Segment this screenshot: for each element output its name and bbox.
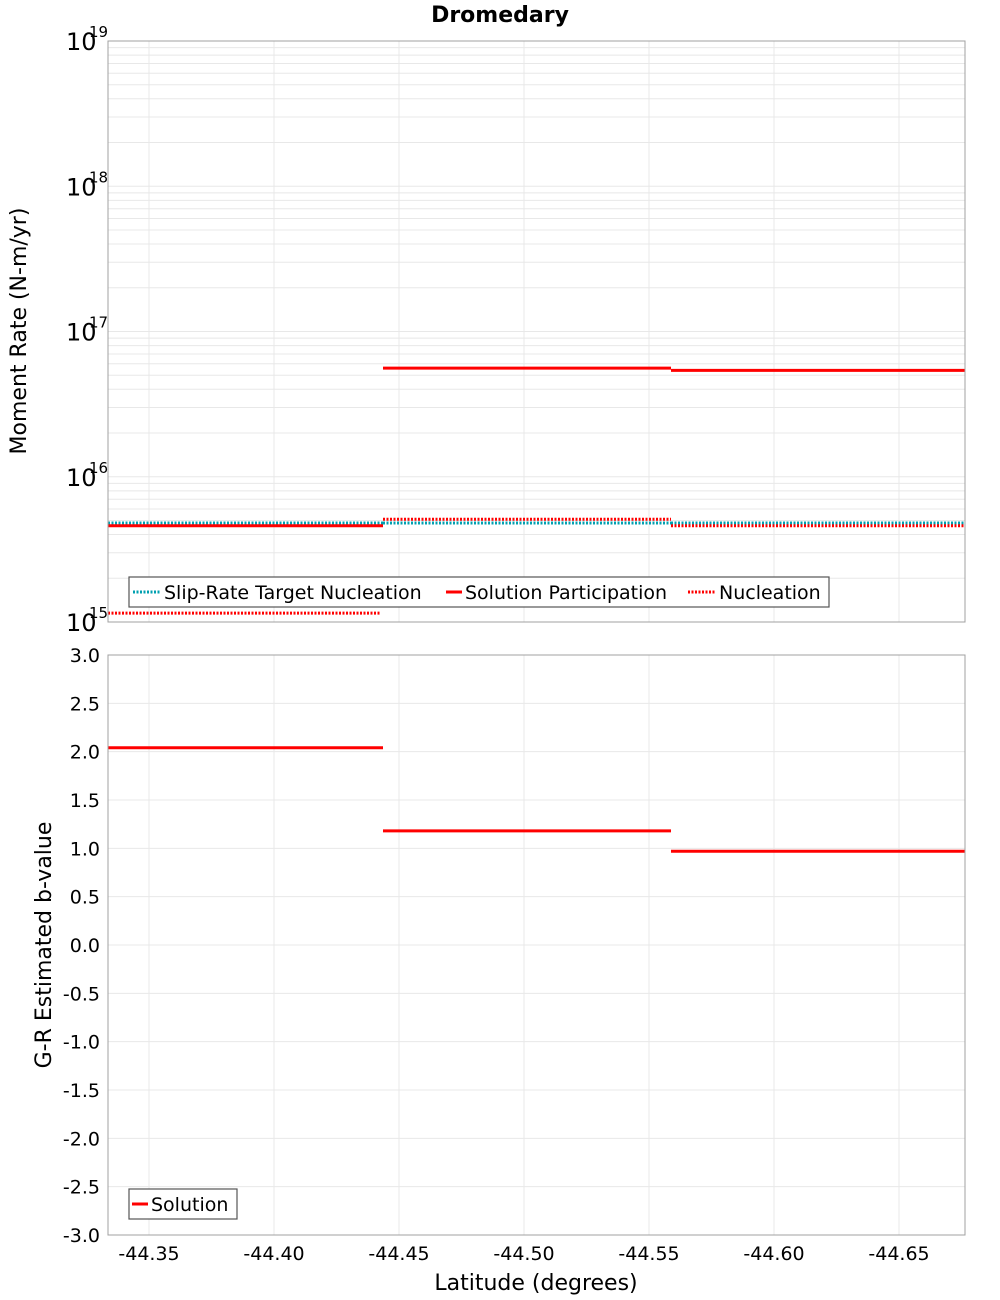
bottom-gridlines bbox=[108, 654, 965, 1236]
y-tick-label: -1.5 bbox=[63, 1080, 100, 1102]
bottom-panel-b-value: 3.0 2.5 2.0 1.5 1.0 0.5 0.0 -0.5 -1.0 -1.5 -2.0 -2.… bbox=[32, 645, 966, 1296]
y-tick-exponent: 15 bbox=[89, 604, 108, 622]
y-tick-base: 10 bbox=[66, 173, 97, 201]
bottom-y-tick-labels: 3.0 2.5 2.0 1.5 1.0 0.5 0.0 -0.5 -1.0 -1.5 -2.0 -2.… bbox=[63, 645, 100, 1247]
bottom-legend: Solution bbox=[128, 1188, 238, 1220]
y-tick-label: -3.0 bbox=[63, 1225, 100, 1247]
top-plot-frame bbox=[107, 40, 966, 623]
y-tick-base: 10 bbox=[66, 319, 97, 347]
y-tick-label: 1.5 bbox=[70, 790, 100, 812]
y-tick-exponent: 19 bbox=[89, 23, 108, 41]
x-tick-label: -44.40 bbox=[243, 1243, 304, 1265]
x-tick-labels: -44.35 -44.40 -44.45 -44.50 -44.55 -44.60 -44.… bbox=[118, 1243, 929, 1265]
y-tick-base: 10 bbox=[66, 464, 97, 492]
y-tick-label: 1.0 bbox=[70, 838, 100, 860]
bottom-plot-frame bbox=[107, 654, 966, 1236]
x-tick-label: -44.35 bbox=[118, 1243, 179, 1265]
y-tick-label: 0.0 bbox=[70, 935, 100, 957]
y-tick-exponent: 17 bbox=[89, 314, 108, 332]
bottom-legend-box bbox=[128, 1188, 238, 1220]
legend-solution-label: Solution bbox=[151, 1194, 228, 1216]
y-tick-label: 2.0 bbox=[70, 742, 100, 764]
x-tick-label: -44.55 bbox=[618, 1243, 679, 1265]
chart-title: Dromedary bbox=[431, 3, 569, 28]
y-tick-label: 2.5 bbox=[70, 693, 100, 715]
x-tick-label: -44.45 bbox=[368, 1243, 429, 1265]
y-tick-label: -0.5 bbox=[63, 983, 100, 1005]
top-legend: Slip-Rate Target Nucleation Solution Par… bbox=[128, 576, 830, 608]
y-tick-label: -2.5 bbox=[63, 1177, 100, 1199]
x-tick-label: -44.65 bbox=[868, 1243, 929, 1265]
y-tick-base: 10 bbox=[66, 28, 97, 56]
x-tick-label: -44.50 bbox=[493, 1243, 554, 1265]
y-tick-exponent: 18 bbox=[89, 168, 108, 186]
y-tick-label: -1.0 bbox=[63, 1032, 100, 1054]
top-y-axis-label: Moment Rate (N-m/yr) bbox=[7, 208, 32, 455]
legend-target-label: Slip-Rate Target Nucleation bbox=[164, 582, 422, 604]
y-tick-label: -2.0 bbox=[63, 1128, 100, 1150]
bottom-series-lines bbox=[108, 746, 965, 853]
y-tick-base: 10 bbox=[66, 609, 97, 637]
y-tick-label: 0.5 bbox=[70, 887, 100, 909]
x-axis-label: Latitude (degrees) bbox=[434, 1271, 637, 1296]
x-tick-label: -44.60 bbox=[743, 1243, 804, 1265]
bottom-y-axis-label: G-R Estimated b-value bbox=[32, 822, 57, 1069]
y-tick-label: 3.0 bbox=[70, 645, 100, 667]
top-gridlines bbox=[108, 41, 965, 623]
top-series-lines bbox=[108, 366, 965, 615]
legend-nucleation-label: Nucleation bbox=[719, 582, 821, 604]
legend-participation-label: Solution Participation bbox=[465, 582, 667, 604]
top-legend-box bbox=[128, 576, 830, 608]
y-tick-exponent: 16 bbox=[89, 459, 108, 477]
